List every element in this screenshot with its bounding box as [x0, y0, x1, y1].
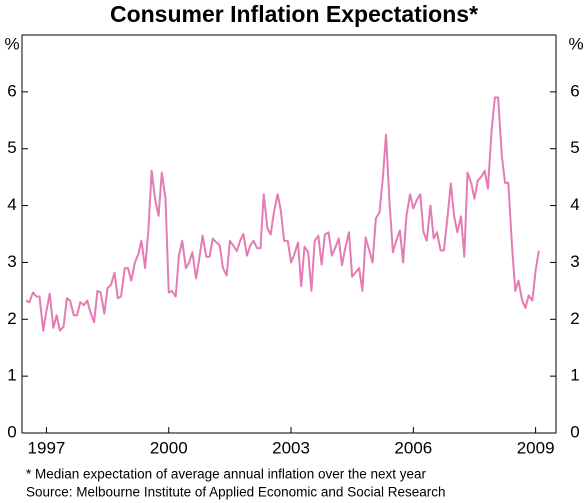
y-tick-label-right: 6	[570, 81, 579, 100]
x-tick-label: 2003	[272, 438, 310, 457]
y-tick-label-right: 3	[570, 252, 579, 271]
y-tick-label: 4	[7, 195, 16, 214]
y-tick-label-right: 4	[570, 195, 579, 214]
y-unit-right: %	[568, 34, 583, 53]
y-tick-label-right: 1	[570, 366, 579, 385]
plot-frame	[21, 34, 557, 434]
x-tick-label: 1997	[28, 438, 66, 457]
source-note: Source: Melbourne Institute of Applied E…	[26, 485, 446, 500]
y-tick-label: 1	[7, 366, 16, 385]
y-tick-label: 6	[7, 81, 16, 100]
y-tick-label: 3	[7, 252, 16, 271]
footnote: * Median expectation of average annual i…	[26, 467, 427, 482]
chart-title: Consumer Inflation Expectations*	[110, 1, 478, 27]
y-tick-label-right: 0	[570, 422, 579, 441]
y-unit-left: %	[4, 34, 19, 53]
x-tick-label: 2006	[394, 438, 432, 457]
x-tick-label: 2009	[517, 438, 555, 457]
y-tick-label: 2	[7, 309, 16, 328]
series-line	[25, 96, 540, 332]
y-tick-label-right: 2	[570, 309, 579, 328]
x-tick-label: 2000	[150, 438, 188, 457]
y-tick-label: 5	[7, 138, 16, 157]
y-tick-label-right: 5	[570, 138, 579, 157]
y-tick-label: 0	[7, 422, 16, 441]
